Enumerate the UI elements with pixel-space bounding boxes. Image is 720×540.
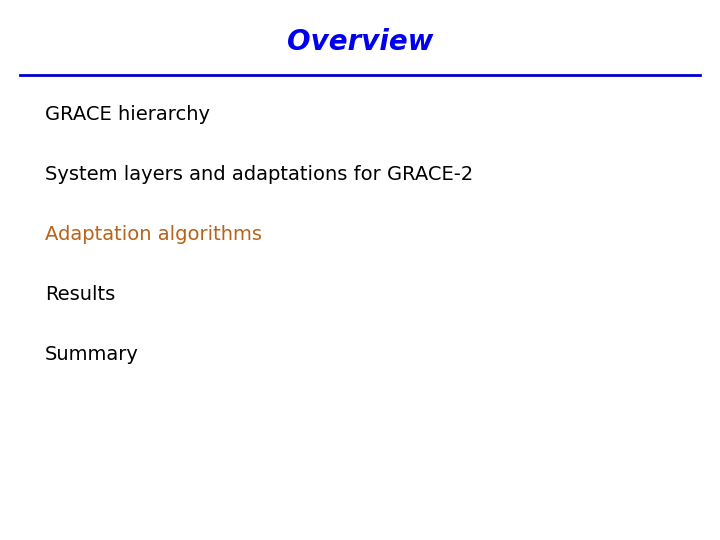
Text: Adaptation algorithms: Adaptation algorithms (45, 226, 262, 245)
Text: GRACE hierarchy: GRACE hierarchy (45, 105, 210, 125)
Text: Overview: Overview (287, 28, 433, 56)
Text: System layers and adaptations for GRACE-2: System layers and adaptations for GRACE-… (45, 165, 473, 185)
Text: Summary: Summary (45, 346, 139, 365)
Text: Results: Results (45, 286, 115, 305)
